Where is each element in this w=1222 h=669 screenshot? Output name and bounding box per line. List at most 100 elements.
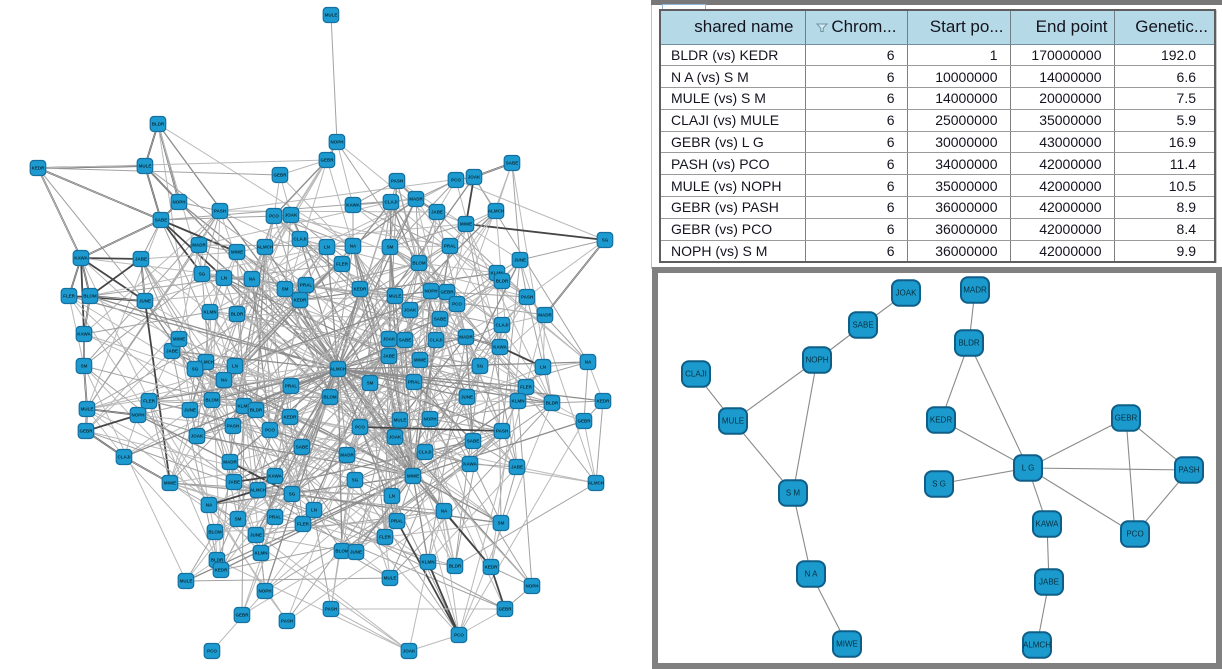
svg-text:PRAL: PRAL xyxy=(391,519,404,524)
svg-text:ALMCH: ALMCH xyxy=(330,367,346,372)
svg-text:KEDR: KEDR xyxy=(485,565,499,570)
svg-text:MULE: MULE xyxy=(180,579,193,584)
svg-text:FLER: FLER xyxy=(379,535,391,540)
svg-text:SG: SG xyxy=(602,238,609,243)
svg-text:SABE: SABE xyxy=(155,218,168,223)
svg-text:GEBR: GEBR xyxy=(79,429,93,434)
svg-text:JABE: JABE xyxy=(1039,578,1059,587)
svg-text:MIWE: MIWE xyxy=(173,337,185,342)
svg-text:MULE: MULE xyxy=(384,576,397,581)
svg-text:JUNE: JUNE xyxy=(461,395,473,400)
svg-text:KEDR: KEDR xyxy=(32,166,46,171)
svg-text:JOAK: JOAK xyxy=(383,337,396,342)
svg-text:SM: SM xyxy=(367,381,374,386)
svg-text:KEDR: KEDR xyxy=(215,568,229,573)
svg-text:BLDR: BLDR xyxy=(449,564,462,569)
svg-text:MIWE: MIWE xyxy=(460,222,472,227)
svg-text:SABE: SABE xyxy=(296,445,309,450)
svg-text:MADR: MADR xyxy=(192,243,206,248)
svg-text:PASH: PASH xyxy=(325,607,337,612)
svg-text:MIWE: MIWE xyxy=(414,358,426,363)
svg-text:ALMCH: ALMCH xyxy=(198,360,214,365)
svg-text:FLER: FLER xyxy=(336,262,348,267)
svg-text:PRAL: PRAL xyxy=(285,384,298,389)
svg-text:MADR: MADR xyxy=(963,286,987,295)
svg-text:S G: S G xyxy=(932,480,946,489)
svg-text:BLDR: BLDR xyxy=(496,279,509,284)
svg-text:SABE: SABE xyxy=(506,161,519,166)
svg-text:N A: N A xyxy=(805,570,819,579)
svg-text:PCO: PCO xyxy=(355,425,365,430)
svg-text:MULE: MULE xyxy=(722,417,744,426)
svg-text:GEBR: GEBR xyxy=(320,158,334,163)
svg-text:MIWE: MIWE xyxy=(836,640,858,649)
svg-text:KLMN: KLMN xyxy=(255,551,268,556)
svg-text:ALMCH: ALMCH xyxy=(1023,641,1051,650)
svg-text:JUNE: JUNE xyxy=(250,533,262,538)
svg-text:PASH: PASH xyxy=(1178,466,1199,475)
svg-text:SG: SG xyxy=(199,272,206,277)
svg-text:NOPH: NOPH xyxy=(330,140,343,145)
svg-text:NOPH: NOPH xyxy=(131,413,144,418)
svg-text:JUNE: JUNE xyxy=(139,299,151,304)
svg-text:JOAK: JOAK xyxy=(896,289,918,298)
svg-text:SABE: SABE xyxy=(399,338,412,343)
svg-text:NA: NA xyxy=(221,378,228,383)
svg-text:JABE: JABE xyxy=(166,349,178,354)
svg-text:MIWE: MIWE xyxy=(231,250,243,255)
svg-text:SM: SM xyxy=(235,517,242,522)
svg-text:GEBR: GEBR xyxy=(273,173,287,178)
svg-text:CLAJI: CLAJI xyxy=(429,338,442,343)
svg-text:JABE: JABE xyxy=(135,257,147,262)
svg-text:MULE: MULE xyxy=(389,294,402,299)
svg-text:CLAJI: CLAJI xyxy=(495,323,508,328)
svg-text:PCO: PCO xyxy=(265,428,275,433)
svg-text:BLDR: BLDR xyxy=(211,558,224,563)
svg-text:GEBR: GEBR xyxy=(235,613,249,618)
svg-text:GEBR: GEBR xyxy=(440,290,454,295)
svg-text:NOPH: NOPH xyxy=(258,589,271,594)
svg-text:FLER: FLER xyxy=(297,522,309,527)
svg-text:BLDR: BLDR xyxy=(958,339,980,348)
svg-text:PCO: PCO xyxy=(451,178,461,183)
svg-text:PASH: PASH xyxy=(214,209,226,214)
svg-text:MADR: MADR xyxy=(223,460,237,465)
svg-text:NA: NA xyxy=(585,360,592,365)
svg-text:NA: NA xyxy=(350,244,357,249)
svg-text:KAWA: KAWA xyxy=(463,462,477,467)
svg-text:PASH: PASH xyxy=(391,179,403,184)
svg-text:MULE: MULE xyxy=(325,13,338,18)
svg-text:GEBR: GEBR xyxy=(498,607,512,612)
svg-text:NOPH: NOPH xyxy=(172,200,185,205)
svg-text:MIWE: MIWE xyxy=(164,481,176,486)
svg-text:JUNE: JUNE xyxy=(184,408,196,413)
svg-text:SG: SG xyxy=(477,364,484,369)
svg-text:BLDR: BLDR xyxy=(250,408,263,413)
svg-text:JUNE: JUNE xyxy=(350,550,362,555)
svg-text:SM: SM xyxy=(282,287,289,292)
svg-text:BLDR: BLDR xyxy=(152,122,165,127)
svg-text:PCO: PCO xyxy=(452,302,462,307)
svg-text:KEDR: KEDR xyxy=(354,287,368,292)
svg-text:SM: SM xyxy=(498,521,505,526)
svg-text:SM: SM xyxy=(81,364,88,369)
svg-text:MADR: MADR xyxy=(340,453,354,458)
svg-text:JOAK: JOAK xyxy=(403,649,416,654)
svg-text:JABE: JABE xyxy=(383,354,395,359)
svg-text:BLOM: BLOM xyxy=(335,549,348,554)
svg-text:JUNE: JUNE xyxy=(514,258,526,263)
svg-text:SG: SG xyxy=(289,492,296,497)
svg-text:CLAJI: CLAJI xyxy=(117,455,130,460)
svg-text:GEBR: GEBR xyxy=(577,419,591,424)
svg-text:NA: NA xyxy=(206,503,213,508)
svg-text:JOAK: JOAK xyxy=(468,175,481,180)
svg-text:SG: SG xyxy=(192,367,199,372)
svg-text:PASH: PASH xyxy=(227,424,239,429)
svg-text:PASH: PASH xyxy=(521,295,533,300)
svg-text:MADR: MADR xyxy=(459,335,473,340)
svg-text:BLDR: BLDR xyxy=(231,312,244,317)
svg-text:NA: NA xyxy=(441,509,448,514)
svg-text:PRAL: PRAL xyxy=(408,380,421,385)
svg-text:LN: LN xyxy=(311,508,317,513)
svg-text:ALMCH: ALMCH xyxy=(488,209,504,214)
